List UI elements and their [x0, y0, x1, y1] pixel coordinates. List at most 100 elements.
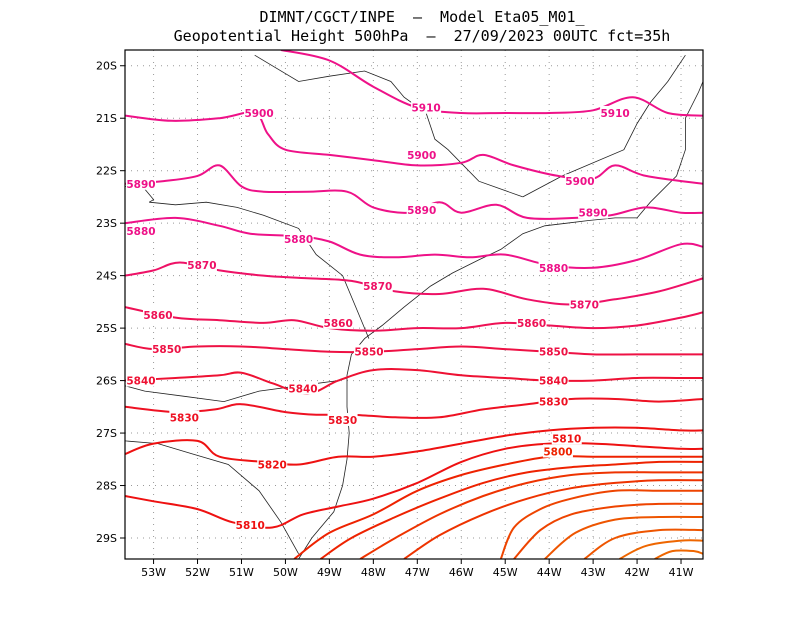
x-tick-label: 48W — [361, 566, 386, 579]
contour-label-5870: 5870 — [187, 260, 216, 272]
contour-label-5900: 5900 — [244, 108, 273, 120]
contour-label-bg — [600, 105, 631, 119]
contour-5820 — [125, 426, 703, 466]
contour-label-bg — [327, 412, 358, 426]
contour-5710 — [654, 549, 703, 559]
contour-label-bg — [578, 205, 609, 219]
y-tick-label: 28S — [96, 480, 117, 493]
contour-5760 — [499, 489, 703, 559]
contour-label-5900: 5900 — [407, 150, 436, 162]
y-tick-label: 25S — [96, 322, 117, 335]
contour-label-5870: 5870 — [570, 300, 599, 312]
contour-label-5840: 5840 — [539, 376, 568, 388]
x-tick-label: 47W — [405, 566, 430, 579]
grid-lines — [125, 50, 703, 559]
contour-label-bg — [323, 315, 354, 329]
contour-label-5850: 5850 — [152, 344, 181, 356]
contour-5830 — [125, 397, 703, 420]
contour-label-bg — [551, 431, 582, 445]
y-tick-label: 27S — [96, 427, 117, 440]
contour-label-5830: 5830 — [328, 415, 357, 427]
y-tick-label: 22S — [96, 165, 117, 178]
contour-label-5880: 5880 — [539, 263, 568, 275]
contour-label-5890: 5890 — [578, 208, 607, 220]
border-pr-sc-border — [125, 377, 348, 403]
contour-label-bg — [542, 444, 573, 458]
contour-5790 — [320, 460, 703, 559]
contour-label-5890: 5890 — [126, 179, 155, 191]
contour-5910 — [280, 50, 703, 117]
contour-label-bg — [406, 203, 437, 217]
x-tick-label: 44W — [537, 566, 562, 579]
contour-label-5820: 5820 — [258, 460, 287, 472]
contour-label-5860: 5860 — [517, 318, 546, 330]
contour-label-5890: 5890 — [407, 205, 436, 217]
contour-label-bg — [244, 105, 275, 119]
contour-label-bg — [564, 174, 595, 188]
contour-label-bg — [538, 373, 569, 387]
contour-label-bg — [126, 224, 156, 238]
contour-label-bg — [126, 373, 156, 387]
contour-5780 — [359, 471, 703, 559]
y-tick-label: 26S — [96, 375, 117, 388]
x-axis: 53W 52W 51W 50W 49W 48W 47W 46W 45W 44W 43W 42W 41W — [141, 559, 694, 579]
contour-5800 — [293, 455, 703, 559]
plot-frame — [124, 49, 704, 560]
contour-label-bg — [288, 381, 319, 395]
x-tick-label: 50W — [273, 566, 298, 579]
x-tick-label: 43W — [581, 566, 606, 579]
contour-label-bg — [362, 279, 393, 293]
contour-labels: 5910 5910 5900 5900 5900 5890 5890 5890 5880 5880… — [126, 100, 631, 532]
contour-label-bg — [257, 457, 288, 471]
y-tick-label: 24S — [96, 270, 117, 283]
contour-label-bg — [569, 297, 600, 311]
x-tick-label: 51W — [229, 566, 254, 579]
x-tick-label: 49W — [317, 566, 342, 579]
contour-label-5810: 5810 — [236, 520, 265, 532]
contour-label-5840: 5840 — [288, 383, 317, 395]
contour-label-5880: 5880 — [284, 234, 313, 246]
contour-label-bg — [235, 517, 266, 531]
contour-label-5880: 5880 — [126, 226, 155, 238]
y-tick-label: 21S — [96, 112, 117, 125]
x-tick-label: 46W — [449, 566, 474, 579]
contour-5750 — [513, 502, 703, 559]
contour-5740 — [544, 515, 703, 559]
contour-label-5810: 5810 — [552, 433, 581, 445]
border-sp-mg-border — [254, 54, 523, 198]
y-axis: 20S 21S 22S 23S 24S 25S 26S 27S 28S 29S — [96, 60, 125, 545]
contour-label-5910: 5910 — [600, 108, 629, 120]
x-tick-label: 42W — [625, 566, 650, 579]
contour-label-5860: 5860 — [324, 318, 353, 330]
contour-label-bg — [151, 342, 182, 356]
contour-label-bg — [353, 344, 384, 358]
contour-5720 — [619, 539, 703, 559]
contour-5850 — [125, 342, 703, 356]
contour-label-5830: 5830 — [539, 397, 568, 409]
contour-label-5910: 5910 — [411, 103, 440, 115]
contour-5840 — [125, 368, 703, 395]
contour-label-5870: 5870 — [363, 281, 392, 293]
plot-area — [125, 50, 703, 559]
contour-label-bg — [283, 231, 314, 245]
contour-label-bg — [411, 100, 442, 114]
contour-label-bg — [126, 176, 156, 190]
y-tick-label: 23S — [96, 217, 117, 230]
contour-label-bg — [406, 147, 437, 161]
contour-label-5850: 5850 — [539, 347, 568, 359]
y-tick-label: 29S — [96, 532, 117, 545]
contour-5770 — [403, 479, 703, 559]
contour-label-bg — [516, 315, 547, 329]
border-coast — [298, 81, 703, 559]
contour-label-5830: 5830 — [170, 412, 199, 424]
x-tick-label: 53W — [141, 566, 166, 579]
contour-label-5900: 5900 — [565, 176, 594, 188]
contour-label-bg — [538, 394, 569, 408]
chart-title-line1: DIMNT/CGCT/INPE – Model Eta05_M01_ — [259, 8, 585, 26]
contour-5880 — [125, 216, 703, 270]
contour-label-5840: 5840 — [126, 376, 155, 388]
contour-label-5850: 5850 — [354, 347, 383, 359]
border-pr-sp-border — [149, 201, 370, 339]
y-tick-label: 20S — [96, 60, 117, 73]
